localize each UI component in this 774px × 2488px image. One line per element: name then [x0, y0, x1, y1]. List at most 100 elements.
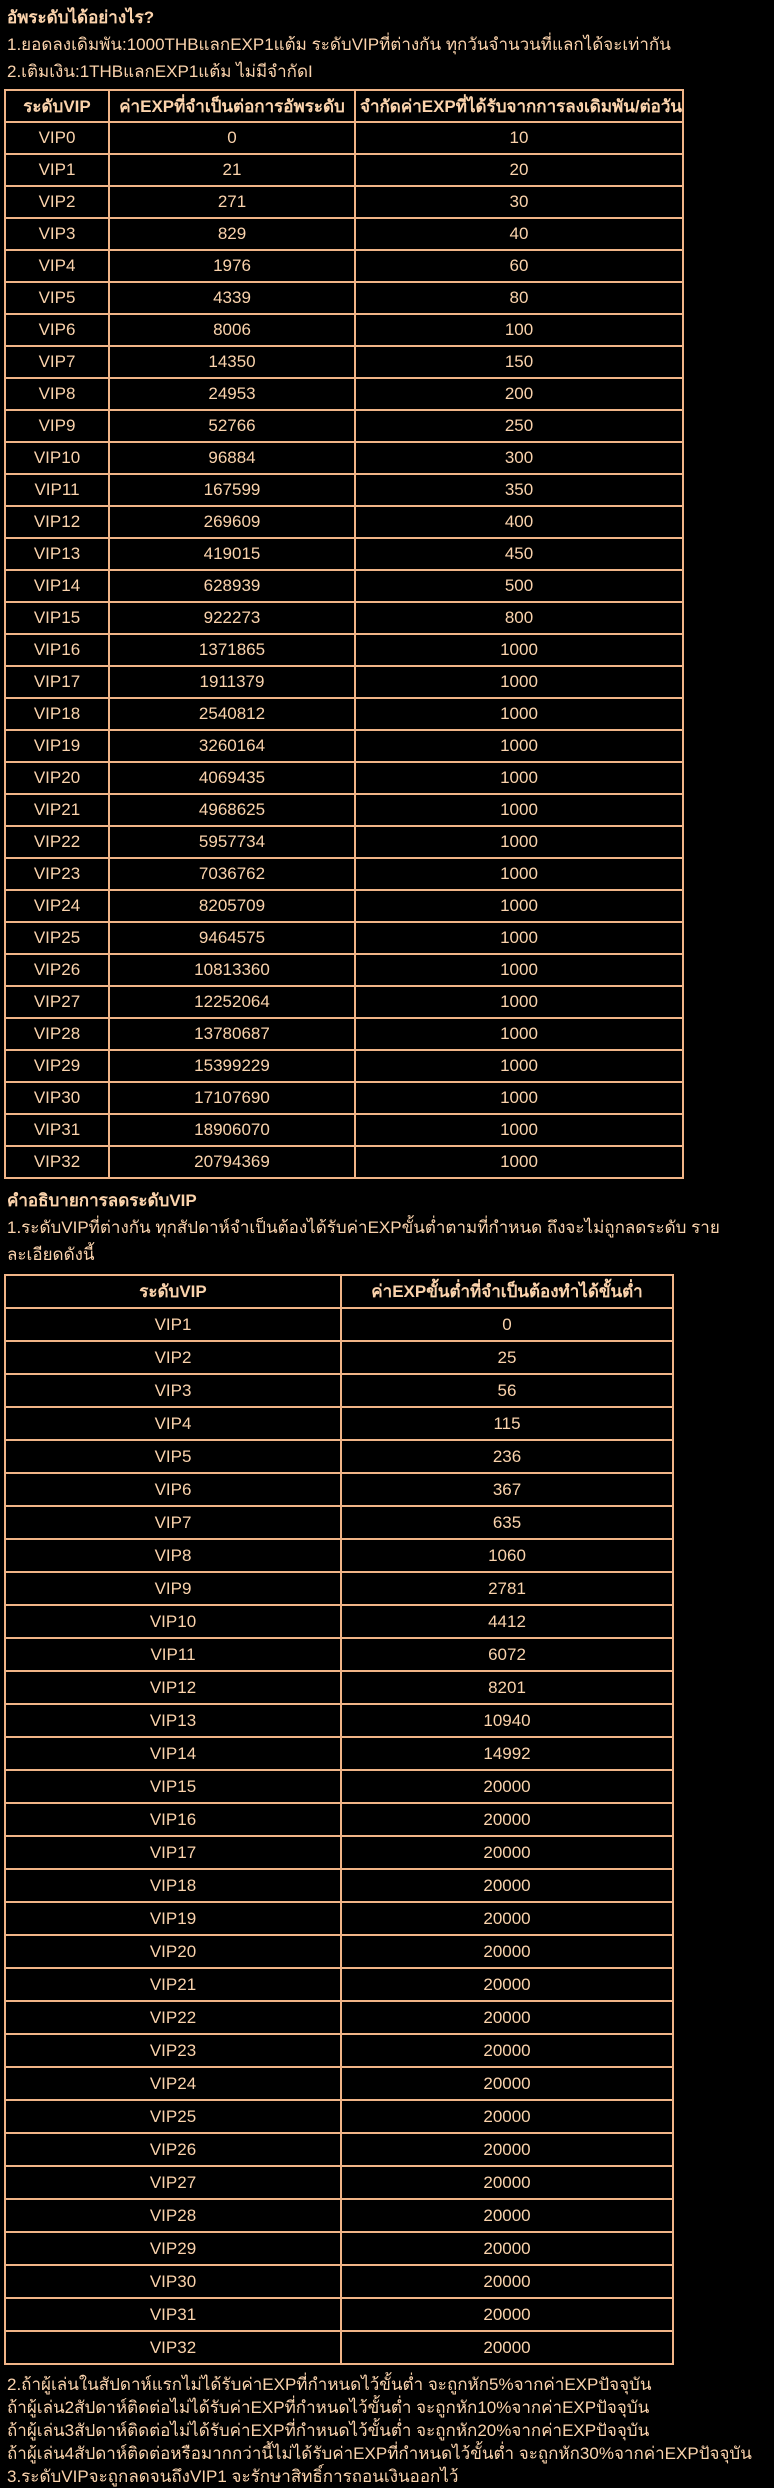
cell: 1000 [354, 985, 684, 1019]
cell: 450 [354, 537, 684, 571]
table-row: VIP5 236 [4, 1439, 674, 1474]
cell: 18906070 [108, 1113, 356, 1147]
cell: 0 [340, 1307, 674, 1342]
table-row: VIP11 6072 [4, 1637, 674, 1672]
cell: VIP4 [4, 249, 110, 283]
table-row: VIP10 4412 [4, 1604, 674, 1639]
table-row: VIP22 5957734 1000 [4, 825, 684, 859]
cell: 4339 [108, 281, 356, 315]
cell: VIP11 [4, 473, 110, 507]
cell: 115 [340, 1406, 674, 1441]
cell: 20 [354, 153, 684, 187]
column-header: ค่าEXPขั้นต่ำที่จำเป็นต้องทำได้ขั้นต่ำ [340, 1274, 674, 1309]
cell: 250 [354, 409, 684, 443]
table-row: VIP23 7036762 1000 [4, 857, 684, 891]
cell: 1000 [354, 1081, 684, 1115]
cell: 100 [354, 313, 684, 347]
cell: 96884 [108, 441, 356, 475]
upgrade-heading: อัพระดับได้อย่างไร? [7, 8, 155, 27]
header-row: ระดับVIP ค่าEXPขั้นต่ำที่จำเป็นต้องทำได้ข… [4, 1274, 674, 1309]
table-row: VIP21 4968625 1000 [4, 793, 684, 827]
cell: 7036762 [108, 857, 356, 891]
cell: 40 [354, 217, 684, 251]
cell: 12252064 [108, 985, 356, 1019]
cell: 20000 [340, 1901, 674, 1936]
cell: VIP18 [4, 697, 110, 731]
table-row: VIP7 14350 150 [4, 345, 684, 379]
cell: 20000 [340, 1769, 674, 1804]
cell: VIP5 [4, 281, 110, 315]
cell: 269609 [108, 505, 356, 539]
cell: 1000 [354, 1113, 684, 1147]
footer-line-1: 2.ถ้าผู้เล่นในสัปดาห์แรกไม่ได้รับค่าEXPท… [7, 2375, 652, 2394]
table-row: VIP3 829 40 [4, 217, 684, 251]
cell: 1000 [354, 793, 684, 827]
cell: 25 [340, 1340, 674, 1375]
cell: 922273 [108, 601, 356, 635]
table-row: VIP17 1911379 1000 [4, 665, 684, 699]
cell: 1000 [354, 857, 684, 891]
cell: 4412 [340, 1604, 674, 1639]
table-row: VIP20 4069435 1000 [4, 761, 684, 795]
cell: 1976 [108, 249, 356, 283]
cell: 80 [354, 281, 684, 315]
cell: VIP17 [4, 1835, 342, 1870]
table-row: VIP8 24953 200 [4, 377, 684, 411]
table-row: VIP12 269609 400 [4, 505, 684, 539]
cell: 1000 [354, 633, 684, 667]
cell: VIP2 [4, 185, 110, 219]
cell: VIP8 [4, 377, 110, 411]
table-row: VIP16 20000 [4, 1802, 674, 1837]
cell: 21 [108, 153, 356, 187]
cell: VIP16 [4, 633, 110, 667]
cell: 635 [340, 1505, 674, 1540]
cell: VIP23 [4, 2033, 342, 2068]
table-row: VIP10 96884 300 [4, 441, 684, 475]
column-header: ค่าEXPที่จำเป็นต่อการอัพระดับ [108, 89, 356, 123]
table-row: VIP25 20000 [4, 2099, 674, 2134]
cell: 2781 [340, 1571, 674, 1606]
table-row: VIP0 0 10 [4, 121, 684, 155]
cell: VIP31 [4, 2297, 342, 2332]
footer-line-2: ถ้าผู้เล่น2สัปดาห์ติดต่อไม่ได้รับค่าEXPท… [7, 2398, 650, 2417]
cell: VIP21 [4, 1967, 342, 2002]
cell: 419015 [108, 537, 356, 571]
cell: 367 [340, 1472, 674, 1507]
cell: VIP1 [4, 1307, 342, 1342]
cell: 10 [354, 121, 684, 155]
column-header: ระดับVIP [4, 1274, 342, 1309]
table-row: VIP18 2540812 1000 [4, 697, 684, 731]
cell: 20000 [340, 1967, 674, 2002]
table-row: VIP15 20000 [4, 1769, 674, 1804]
cell: VIP32 [4, 1145, 110, 1179]
cell: 8006 [108, 313, 356, 347]
table-row: VIP5 4339 80 [4, 281, 684, 315]
cell: 20000 [340, 2297, 674, 2332]
cell: VIP7 [4, 345, 110, 379]
table-row: VIP11 167599 350 [4, 473, 684, 507]
demotion-intro-line: 1.ระดับVIPที่ต่างกัน ทุกสัปดาห์จำเป็นต้อ… [7, 1218, 720, 1264]
table-row: VIP9 2781 [4, 1571, 674, 1606]
cell: 6072 [340, 1637, 674, 1672]
cell: VIP5 [4, 1439, 342, 1474]
cell: 20000 [340, 2165, 674, 2200]
table-row: VIP1 0 [4, 1307, 674, 1342]
cell: 2540812 [108, 697, 356, 731]
table-row: VIP4 115 [4, 1406, 674, 1441]
table-row: VIP23 20000 [4, 2033, 674, 2068]
table-row: VIP2 271 30 [4, 185, 684, 219]
cell: VIP6 [4, 1472, 342, 1507]
cell: VIP29 [4, 1049, 110, 1083]
cell: 200 [354, 377, 684, 411]
cell: VIP2 [4, 1340, 342, 1375]
table-row: VIP24 8205709 1000 [4, 889, 684, 923]
cell: VIP24 [4, 889, 110, 923]
cell: VIP28 [4, 2198, 342, 2233]
cell: 1371865 [108, 633, 356, 667]
table-row: VIP22 20000 [4, 2000, 674, 2035]
cell: 20794369 [108, 1145, 356, 1179]
cell: VIP14 [4, 569, 110, 603]
table-row: VIP26 20000 [4, 2132, 674, 2167]
cell: 0 [108, 121, 356, 155]
cell: VIP26 [4, 953, 110, 987]
